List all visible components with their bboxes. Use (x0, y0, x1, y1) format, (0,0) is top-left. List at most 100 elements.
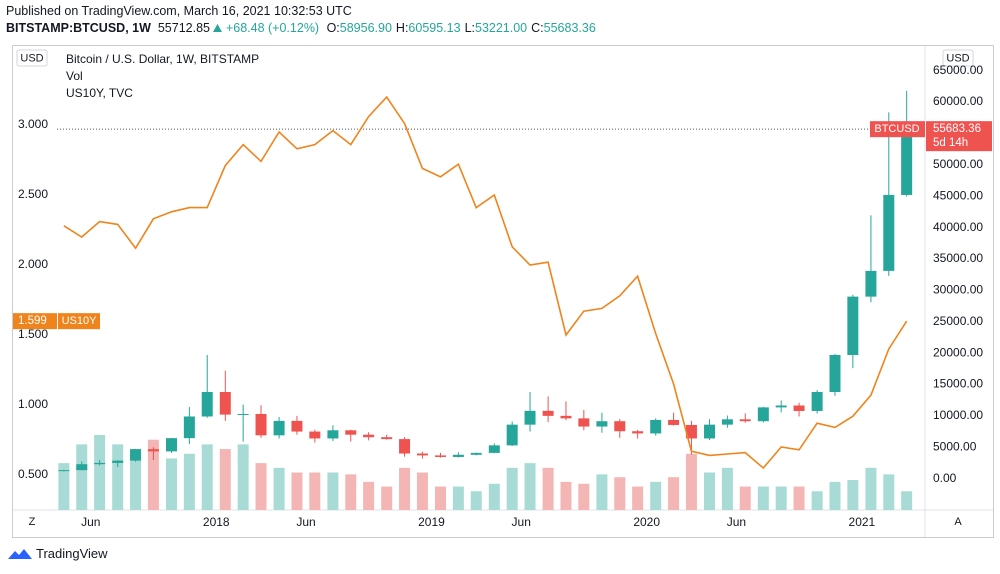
price-tag-value: 55683.36 (933, 123, 981, 135)
y2-tick-label: 40000.00 (933, 220, 983, 234)
price-tag (926, 121, 992, 152)
candle-body (739, 419, 751, 422)
volume-bar (399, 467, 411, 510)
volume-bar (668, 477, 680, 510)
volume-bar (147, 439, 159, 510)
y2-tick-label: 60000.00 (933, 94, 983, 108)
candle-body (632, 431, 644, 434)
candle-body (542, 410, 554, 416)
currency-label: USD (20, 52, 43, 64)
y-tick-label: 1.000 (18, 397, 48, 411)
volume-bar (255, 463, 267, 510)
candle-body (363, 434, 375, 438)
value-tag (13, 313, 57, 330)
volume-bar (847, 480, 859, 510)
candle-body (470, 452, 482, 455)
price-tag-countdown: 5d 14h (933, 137, 968, 149)
volume-bar (632, 486, 644, 510)
series-tag (58, 313, 100, 330)
ohlc-label: O: (326, 21, 340, 35)
volume-bar (757, 486, 769, 510)
candle-body (704, 424, 716, 439)
y2-tick-label: 15000.00 (933, 377, 983, 391)
y-tick-label: 1.500 (18, 327, 48, 341)
volume-bar (237, 444, 249, 510)
y2-tick-label: 5000.00 (933, 439, 977, 453)
candle-body (130, 449, 142, 461)
x-tick-label: 2019 (418, 515, 445, 529)
volume-bar (435, 486, 447, 510)
candle-body (560, 415, 572, 419)
y-tick-label: 2.000 (18, 257, 48, 271)
candle-body (829, 354, 841, 393)
ohlc-value: 60595.13 (408, 21, 461, 35)
candle-body (650, 419, 662, 434)
candle-body (488, 445, 500, 453)
volume-bar (165, 458, 177, 510)
x-tick-label: 2018 (203, 515, 230, 529)
candle-body (201, 392, 213, 417)
y-tick-label: 3.000 (18, 117, 48, 131)
x-tick-label: 2020 (633, 515, 660, 529)
currency-button[interactable] (16, 49, 48, 67)
candle-body (381, 437, 393, 440)
y2-tick-label: 30000.00 (933, 283, 983, 297)
volume-bar (94, 435, 106, 510)
candle-body (775, 405, 787, 408)
candle-body (165, 438, 177, 452)
candle-body (219, 392, 231, 415)
volume-bar (721, 467, 733, 510)
volume-bar (560, 481, 572, 510)
volume-bar (470, 491, 482, 510)
line-series (63, 95, 908, 470)
volume-bar (273, 467, 285, 510)
candle-body (668, 419, 680, 425)
scale-button[interactable]: Z (29, 516, 36, 528)
candle-body (327, 430, 339, 439)
brand: TradingView (36, 546, 108, 561)
volume-bar (883, 474, 895, 510)
candle-body (76, 464, 88, 471)
candle-body (883, 194, 895, 271)
candle-body (847, 296, 859, 355)
footer: TradingView (8, 546, 108, 561)
volume-bar (76, 444, 88, 510)
volume-bar (506, 467, 518, 510)
y2-tick-label: 0.00 (933, 471, 957, 485)
volume-bar (542, 467, 554, 510)
candle-body (416, 453, 428, 456)
volume-bar (381, 486, 393, 510)
candle-body (721, 419, 733, 425)
volume-bar (739, 486, 751, 510)
y2-tick-label: 65000.00 (933, 63, 983, 77)
ohlc-label: H: (395, 21, 409, 35)
logo (8, 548, 32, 559)
currency-button[interactable] (942, 49, 974, 67)
volume-bar (865, 467, 877, 510)
candle-body (273, 420, 285, 436)
candle-body (94, 462, 106, 465)
candle-body (811, 392, 823, 411)
volume-bar (811, 491, 823, 510)
value-tag-value: 1.599 (18, 315, 47, 327)
x-tick-label: Jun (81, 515, 100, 529)
candle-body (291, 420, 303, 432)
candle-body (58, 470, 70, 472)
y2-tick-label: 20000.00 (933, 345, 983, 359)
candle-body (596, 421, 608, 427)
ohlc-value: 55683.36 (543, 21, 596, 35)
candle-body (757, 407, 769, 422)
series-tag-label: US10Y (62, 315, 98, 327)
volume-bar (291, 472, 303, 510)
legend-title: Bitcoin / U.S. Dollar, 1W, BITSTAMP (66, 52, 259, 66)
candle-body (112, 460, 124, 463)
scale-button[interactable]: A (954, 516, 962, 528)
volume-bar (524, 463, 536, 510)
chart: USD USD Z A Bitcoin / U.S. Dollar, 1W, B… (12, 45, 994, 538)
x-tick-label: Jun (512, 515, 531, 529)
candle-body (578, 418, 590, 427)
volume-bar (596, 474, 608, 510)
volume-bar (793, 486, 805, 510)
candle-body (452, 454, 464, 457)
